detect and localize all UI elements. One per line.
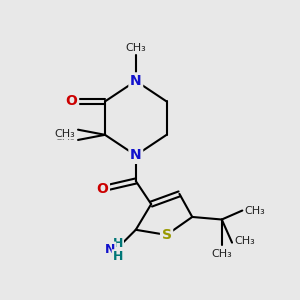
Text: S: S — [162, 228, 172, 242]
Text: O: O — [97, 182, 108, 196]
Text: H: H — [112, 250, 123, 263]
Text: CH₃: CH₃ — [235, 236, 255, 246]
Text: O: O — [66, 94, 78, 109]
Text: CH₃: CH₃ — [245, 206, 266, 215]
Text: H: H — [112, 237, 123, 250]
Text: CH₃: CH₃ — [55, 132, 76, 142]
Text: N: N — [130, 148, 142, 162]
Text: CH₃: CH₃ — [55, 128, 76, 139]
Text: N: N — [130, 74, 142, 88]
Text: CH₃: CH₃ — [125, 43, 146, 53]
Text: CH₃: CH₃ — [212, 249, 232, 259]
Text: N: N — [105, 242, 115, 256]
